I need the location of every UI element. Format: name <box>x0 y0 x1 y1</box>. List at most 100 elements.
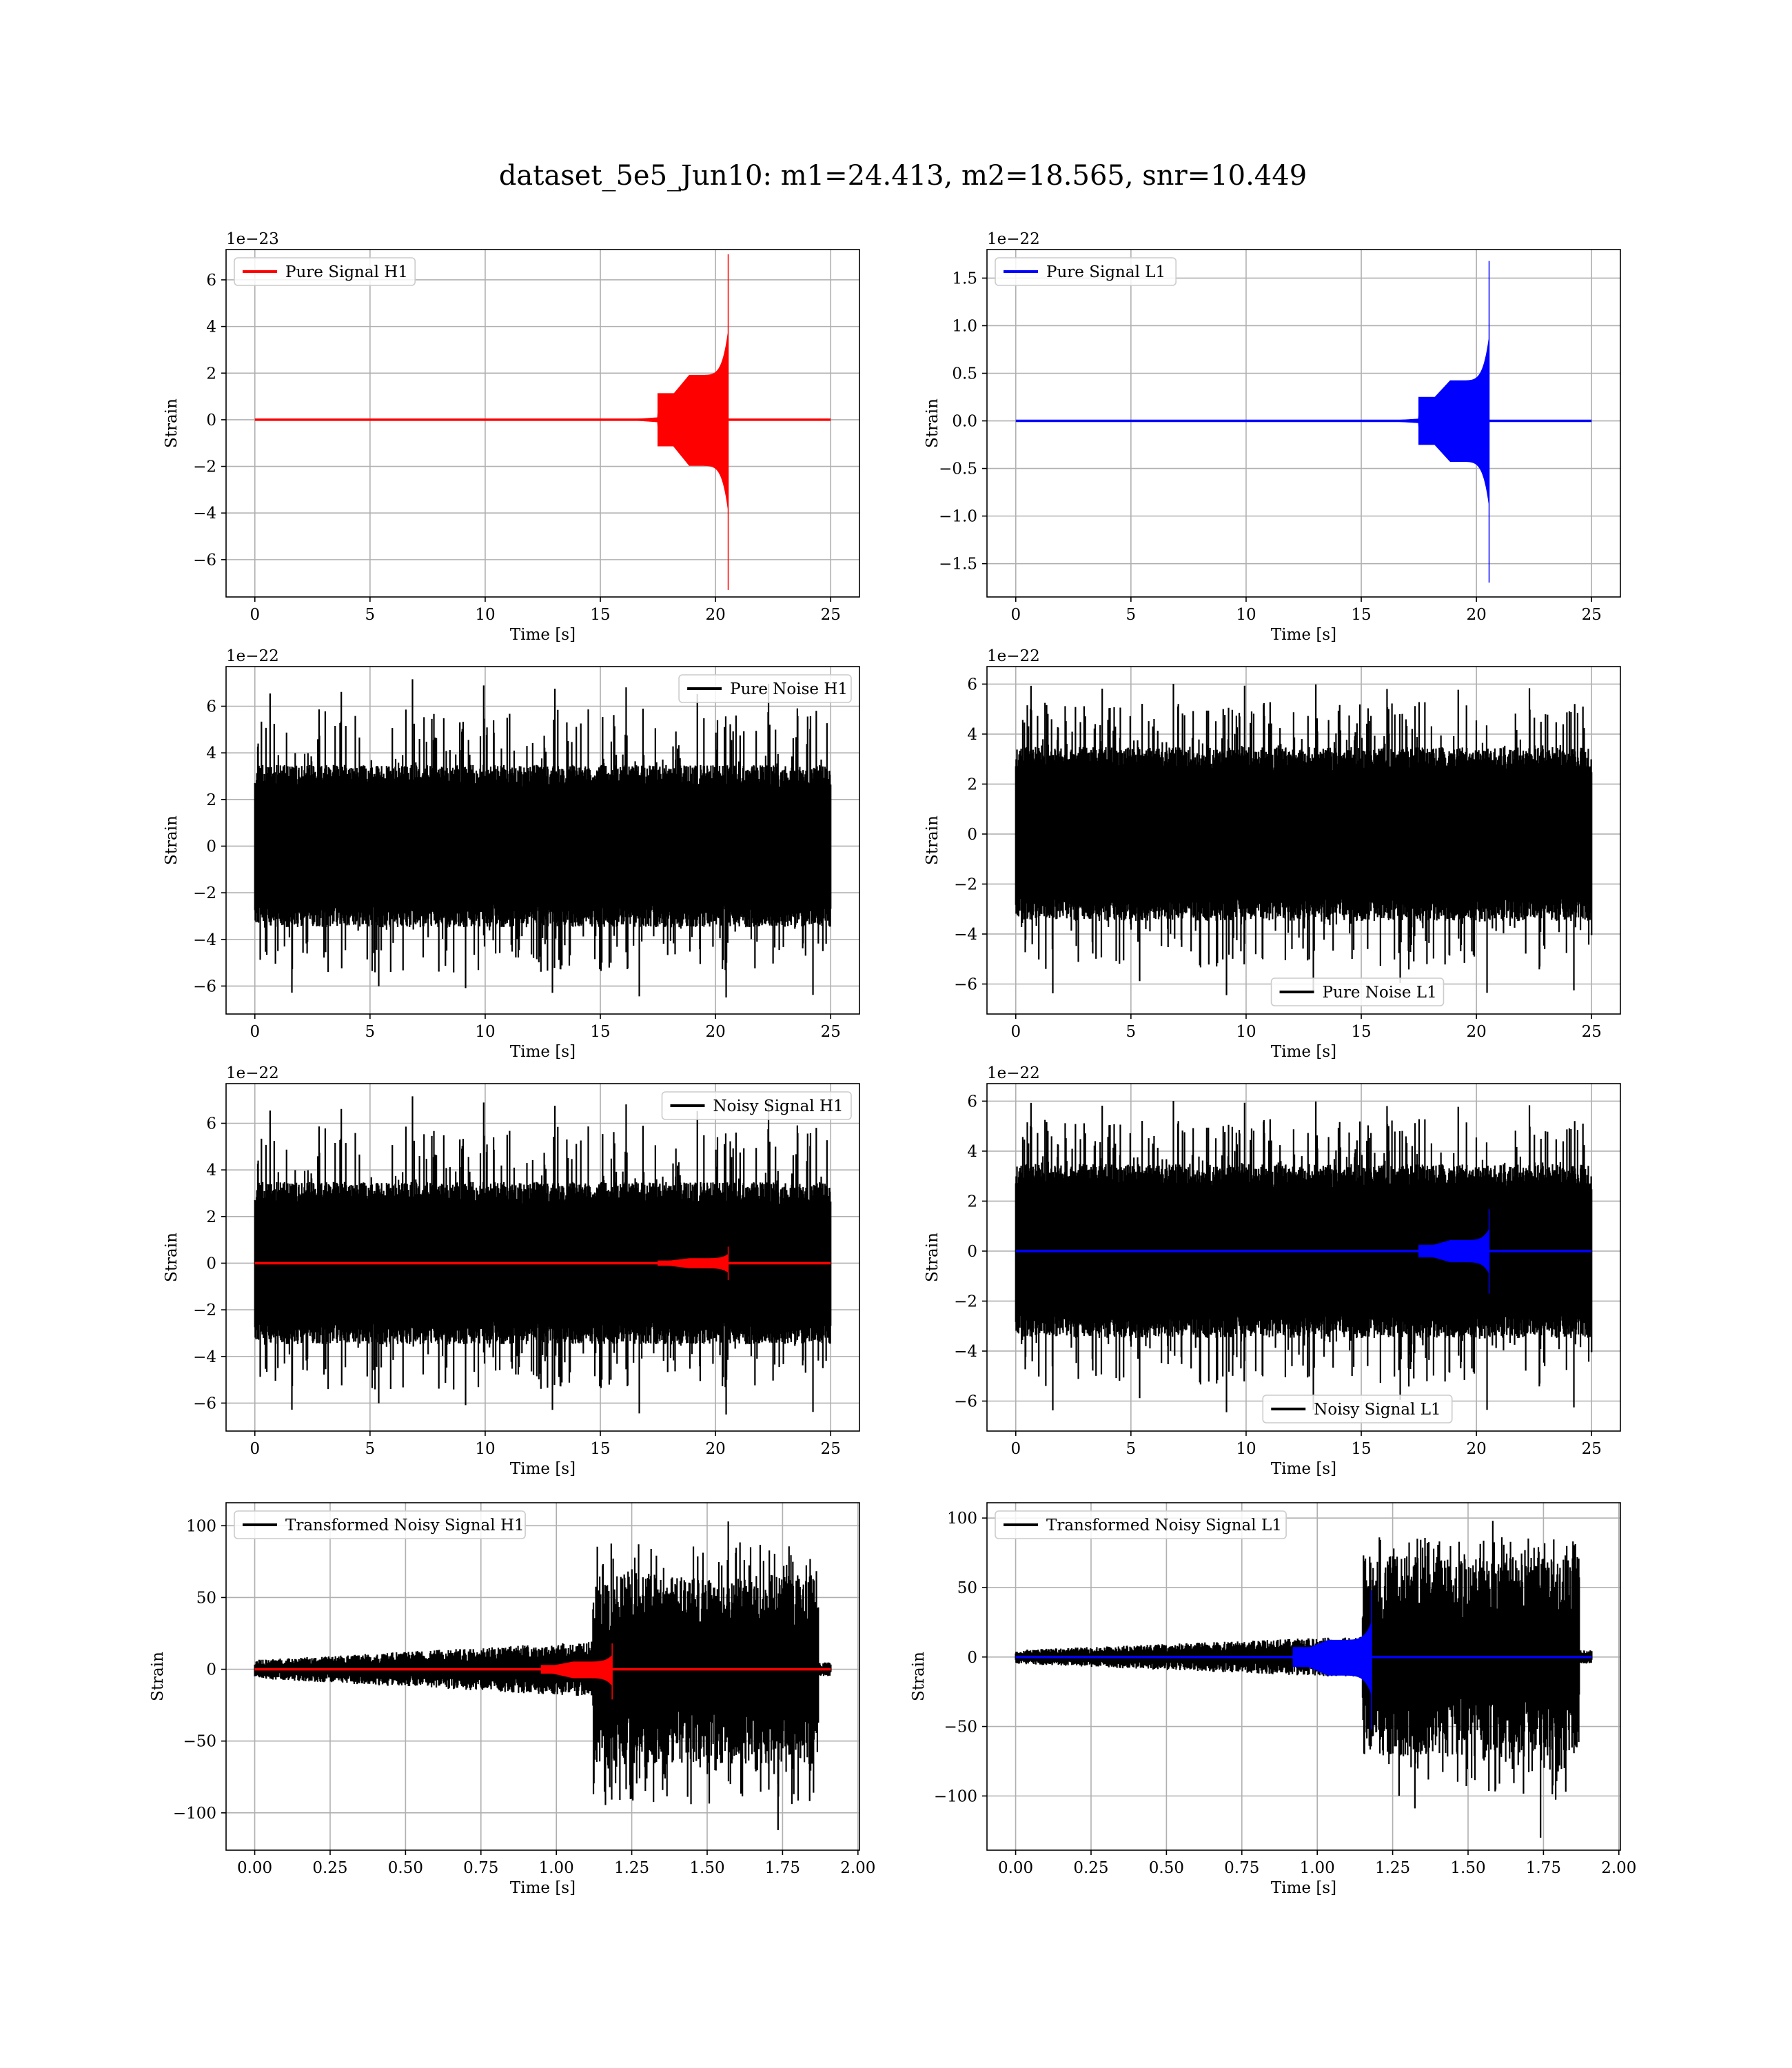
x-tick-label: 25 <box>821 606 841 624</box>
x-tick-label: 5 <box>365 606 376 624</box>
y-tick-label: −4 <box>193 505 216 523</box>
x-tick-label: 0 <box>1010 1440 1021 1458</box>
legend: Pure Noise L1 <box>1270 977 1445 1006</box>
x-axis-label: Time [s] <box>510 626 576 644</box>
x-tick-label: 15 <box>1351 1023 1371 1041</box>
legend: Transformed Noisy Signal L1 <box>995 1510 1287 1539</box>
axes-frame <box>986 666 1621 1015</box>
y-tick-label: 1.5 <box>952 270 977 287</box>
plot-area <box>1015 683 1593 995</box>
y-tick-label: 0 <box>967 1649 977 1667</box>
chirp-oscillation <box>1418 1244 1489 1258</box>
x-tick-label: 10 <box>475 1023 495 1041</box>
series-line <box>1015 1521 1593 1838</box>
legend-label: Pure Signal L1 <box>1046 263 1165 281</box>
x-tick-label: 20 <box>705 1023 725 1041</box>
x-tick-label: 25 <box>1582 1440 1602 1458</box>
y-tick-label: 0.5 <box>952 365 977 383</box>
grid <box>987 250 1620 597</box>
y-tick-label: 2 <box>206 1208 216 1226</box>
axes-frame <box>225 1083 860 1432</box>
x-tick-label: 20 <box>1466 1023 1486 1041</box>
y-tick-label: 2 <box>206 365 216 383</box>
y-axis-label: Strain <box>924 398 941 448</box>
y-tick-label: −1.0 <box>939 508 977 526</box>
axes-frame <box>225 666 860 1015</box>
x-axis-label: Time [s] <box>1271 1460 1336 1478</box>
x-axis-label: Time [s] <box>510 1879 576 1897</box>
y-tick-label: 100 <box>186 1517 216 1535</box>
y-axis-label: Strain <box>163 815 181 865</box>
series-line <box>254 679 832 998</box>
y-tick-label: −2 <box>193 458 216 476</box>
legend-label: Transformed Noisy Signal L1 <box>1046 1517 1282 1534</box>
figure-title: dataset_5e5_Jun10: m1=24.413, m2=18.565,… <box>499 160 1307 192</box>
offset-text: 1e−22 <box>987 230 1040 248</box>
y-tick-label: −4 <box>193 1348 216 1366</box>
x-tick-label: 15 <box>1351 1440 1371 1458</box>
y-tick-label: −2 <box>954 1292 977 1310</box>
offset-text: 1e−22 <box>987 647 1040 665</box>
y-tick-label: −2 <box>193 1301 216 1319</box>
legend: Pure Noise H1 <box>678 674 852 703</box>
y-tick-label: −1.5 <box>939 556 977 574</box>
x-tick-label: 25 <box>1582 606 1602 624</box>
chirp-oscillation <box>657 1260 729 1266</box>
y-tick-label: 0 <box>206 412 216 429</box>
y-tick-label: −4 <box>954 926 977 944</box>
y-tick-label: 4 <box>206 744 216 762</box>
y-tick-label: −4 <box>954 1343 977 1361</box>
plot-area <box>254 1521 832 1830</box>
x-tick-label: 25 <box>1582 1023 1602 1041</box>
subplot-pure-signal-l1: 0 5 10 15 20 25 −1.5 −1.0 −0.5 0.0 0.5 1.0 1.5 Time [… <box>924 230 1621 644</box>
x-tick-label: 15 <box>590 1023 610 1041</box>
offset-text: 1e−22 <box>226 647 279 665</box>
plot-area <box>1015 1100 1593 1412</box>
axes-frame <box>225 1502 860 1851</box>
x-tick-label: 0 <box>250 606 260 624</box>
x-tick-label: 10 <box>1236 606 1256 624</box>
x-tick-label: 0 <box>1010 606 1021 624</box>
x-tick-label: 0.25 <box>312 1859 347 1877</box>
legend-label: Noisy Signal H1 <box>713 1097 844 1115</box>
legend-label: Transformed Noisy Signal H1 <box>285 1517 525 1534</box>
x-tick-label: 0.25 <box>1073 1859 1108 1877</box>
y-tick-label: 4 <box>206 1162 216 1179</box>
y-tick-label: −6 <box>954 1392 977 1410</box>
plot-area <box>254 254 831 590</box>
chirp-oscillation <box>1292 1647 1372 1667</box>
y-tick-label: 100 <box>947 1510 977 1528</box>
y-tick-label: 0 <box>206 838 216 855</box>
x-tick-label: 1.75 <box>1526 1859 1561 1877</box>
x-tick-label: 0.50 <box>388 1859 423 1877</box>
legend: Pure Signal L1 <box>995 257 1177 286</box>
y-tick-label: 0 <box>206 1255 216 1273</box>
y-tick-label: −6 <box>193 1395 216 1412</box>
y-tick-label: 2 <box>206 791 216 809</box>
plot-area <box>1015 1521 1593 1838</box>
x-tick-label: 0 <box>250 1440 260 1458</box>
legend: Noisy Signal H1 <box>661 1091 852 1120</box>
y-tick-label: −100 <box>173 1805 216 1823</box>
x-tick-label: 25 <box>821 1023 841 1041</box>
legend-label: Noisy Signal L1 <box>1314 1401 1440 1419</box>
chirp-oscillation <box>1418 396 1489 445</box>
legend: Noisy Signal L1 <box>1262 1395 1453 1423</box>
y-tick-label: 0 <box>206 1661 216 1679</box>
y-tick-label: 50 <box>196 1589 216 1607</box>
x-tick-label: 25 <box>821 1440 841 1458</box>
y-tick-label: −50 <box>183 1733 216 1751</box>
y-tick-label: −0.5 <box>939 460 977 478</box>
x-tick-label: 15 <box>590 606 610 624</box>
x-tick-label: 1.00 <box>539 1859 574 1877</box>
y-tick-label: 0 <box>967 1243 977 1261</box>
legend: Transformed Noisy Signal H1 <box>234 1510 526 1539</box>
y-tick-label: 6 <box>206 272 216 290</box>
y-axis-label: Strain <box>924 1233 941 1282</box>
x-tick-label: 0.00 <box>998 1859 1033 1877</box>
y-tick-label: −6 <box>193 551 216 569</box>
x-tick-label: 20 <box>1466 606 1486 624</box>
legend-label: Pure Signal H1 <box>285 263 408 281</box>
axes-frame <box>986 1083 1621 1432</box>
